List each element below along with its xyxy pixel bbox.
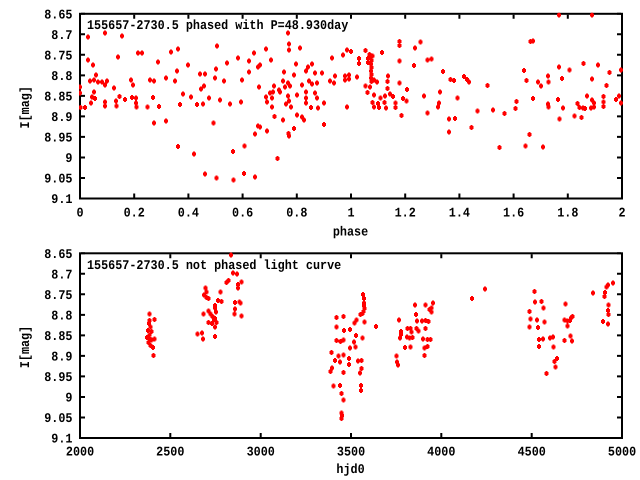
svg-text:2000: 2000 [66,445,94,460]
svg-text:155657-2730.5 not phased light: 155657-2730.5 not phased light curve [87,258,341,273]
svg-text:4500: 4500 [518,445,546,460]
svg-text:9.1: 9.1 [51,192,72,207]
svg-text:8.7: 8.7 [51,28,72,43]
svg-text:1.4: 1.4 [449,206,470,221]
svg-text:8.7: 8.7 [51,268,72,283]
svg-text:9: 9 [65,391,72,406]
svg-text:8.65: 8.65 [44,247,72,262]
svg-text:8.65: 8.65 [44,8,72,23]
svg-text:0.6: 0.6 [232,206,253,221]
svg-text:1: 1 [347,206,354,221]
svg-text:2: 2 [618,206,625,221]
svg-text:8.95: 8.95 [44,131,72,146]
svg-text:2500: 2500 [156,445,184,460]
svg-text:9.1: 9.1 [51,432,72,447]
svg-text:1.6: 1.6 [503,206,524,221]
svg-text:8.75: 8.75 [44,288,72,303]
svg-text:8.8: 8.8 [51,69,72,84]
svg-text:8.85: 8.85 [44,329,72,344]
svg-text:5000: 5000 [608,445,636,460]
svg-text:phase: phase [333,225,368,240]
svg-text:3500: 3500 [337,445,365,460]
svg-text:8.8: 8.8 [51,309,72,324]
svg-text:1.8: 1.8 [557,206,578,221]
svg-text:0.2: 0.2 [124,206,145,221]
svg-text:8.9: 8.9 [51,110,72,125]
svg-text:I[mag]: I[mag] [18,326,33,368]
svg-text:0.4: 0.4 [178,206,199,221]
svg-text:0: 0 [76,206,83,221]
svg-text:0.8: 0.8 [286,206,307,221]
svg-text:8.95: 8.95 [44,370,72,385]
svg-text:9: 9 [65,151,72,166]
svg-text:155657-2730.5 phased with P=48: 155657-2730.5 phased with P=48.930day [87,18,348,33]
svg-text:8.75: 8.75 [44,49,72,64]
svg-text:3000: 3000 [247,445,275,460]
svg-text:I[mag]: I[mag] [18,86,33,128]
svg-text:8.9: 8.9 [51,350,72,365]
svg-text:4000: 4000 [427,445,455,460]
svg-text:8.85: 8.85 [44,90,72,105]
svg-text:9.05: 9.05 [44,411,72,426]
svg-text:1.2: 1.2 [395,206,416,221]
svg-text:hjd0: hjd0 [336,462,364,477]
svg-text:9.05: 9.05 [44,172,72,187]
